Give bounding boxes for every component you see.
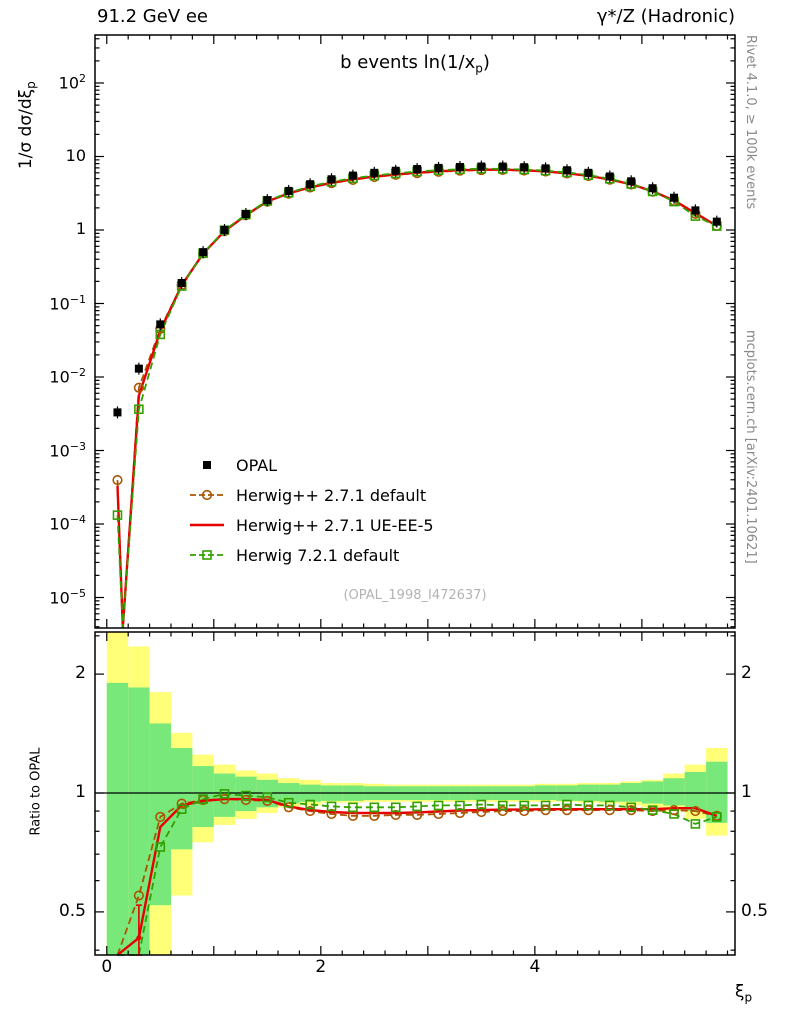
tick-label: 10−3 <box>49 439 86 460</box>
tick-label: 10−1 <box>49 292 86 313</box>
tick-label: 10 <box>65 145 86 165</box>
legend-label: Herwig++ 2.7.1 UE-EE-5 <box>236 515 434 535</box>
tick-label: 4 <box>529 957 541 977</box>
legend: OPAL Herwig++ 2.7.1 default Herwig++ 2.7… <box>188 450 434 570</box>
tick-label: 2 <box>315 957 327 977</box>
tick-label: 1 <box>75 219 86 238</box>
legend-label: OPAL <box>236 455 278 475</box>
header-process: γ*/Z (Hadronic) <box>596 6 735 27</box>
tick-label: 2 <box>75 663 86 684</box>
tick-label: 0.5 <box>741 900 769 921</box>
open-square-dashed-line-icon <box>190 550 224 560</box>
opal-data-points <box>113 160 721 419</box>
legend-label: Herwig++ 2.7.1 default <box>236 485 427 505</box>
x-axis-title: ξp <box>735 982 752 1004</box>
tick-label: 10−5 <box>49 586 86 607</box>
rivet-version-label: Rivet 4.1.0, ≥ 100k events <box>743 35 758 210</box>
x-axis-title-subscript: p <box>744 990 753 1005</box>
tick-label: 0.5 <box>58 900 86 921</box>
x-axis-title-text: ξ <box>735 982 745 1002</box>
tick-label: 10−2 <box>49 366 86 387</box>
analysis-id-watermark: (OPAL_1998_I472637) <box>343 588 487 603</box>
mcplots-arxiv-label: mcplots.cern.ch [arXiv:2401.10621] <box>743 330 758 564</box>
tick-label: 10−4 <box>49 513 86 534</box>
tick-label: 102 <box>58 72 86 93</box>
plot-title-close: ) <box>482 52 490 73</box>
plot-title-subscript: p <box>475 61 483 76</box>
open-circle-dashed-line-icon <box>190 489 224 501</box>
tick-label: 0 <box>101 957 113 977</box>
legend-item-opal: OPAL <box>188 450 434 480</box>
y-axis-title: 1/σ dσ/dξp <box>16 5 38 245</box>
legend-label: Herwig 7.2.1 default <box>236 545 400 565</box>
tick-label: 1 <box>741 782 752 802</box>
tick-label: 1 <box>75 782 86 802</box>
header-energy: 91.2 GeV ee <box>97 6 209 27</box>
axes-frames-and-ticks <box>94 34 736 956</box>
legend-item-herwigpp-default: Herwig++ 2.7.1 default <box>188 480 434 510</box>
plot-title-text: b events ln(1/x <box>340 52 476 73</box>
solid-red-line-icon <box>190 523 224 527</box>
filled-square-marker-icon <box>203 461 211 469</box>
legend-item-herwigpp-ueee5: Herwig++ 2.7.1 UE-EE-5 <box>188 510 434 540</box>
ratio-errorbar <box>135 904 142 956</box>
tick-label: 2 <box>741 663 752 684</box>
legend-item-herwig7-default: Herwig 7.2.1 default <box>188 540 434 570</box>
plot-title: b events ln(1/xp) <box>95 52 735 76</box>
